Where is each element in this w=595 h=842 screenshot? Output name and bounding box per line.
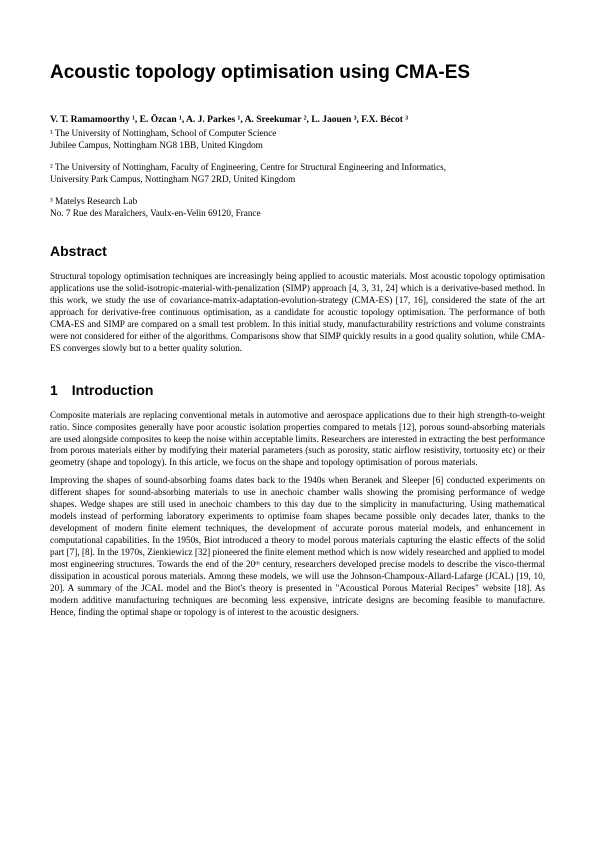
- abstract-body: Structural topology optimisation techniq…: [50, 271, 545, 355]
- affiliation-2: ² The University of Nottingham, Faculty …: [50, 162, 545, 186]
- section-1-para-2: Improving the shapes of sound-absorbing …: [50, 475, 545, 618]
- paper-title: Acoustic topology optimisation using CMA…: [50, 60, 545, 86]
- abstract-heading: Abstract: [50, 242, 545, 261]
- affiliation-1: ¹ The University of Nottingham, School o…: [50, 128, 545, 152]
- author-list: V. T. Ramamoorthy ¹, E. Özcan ¹, A. J. P…: [50, 114, 545, 127]
- section-1-para-1: Composite materials are replacing conven…: [50, 410, 545, 470]
- affiliation-3: ³ Matelys Research Lab No. 7 Rue des Mar…: [50, 196, 545, 220]
- section-1-heading: 1 Introduction: [50, 381, 545, 400]
